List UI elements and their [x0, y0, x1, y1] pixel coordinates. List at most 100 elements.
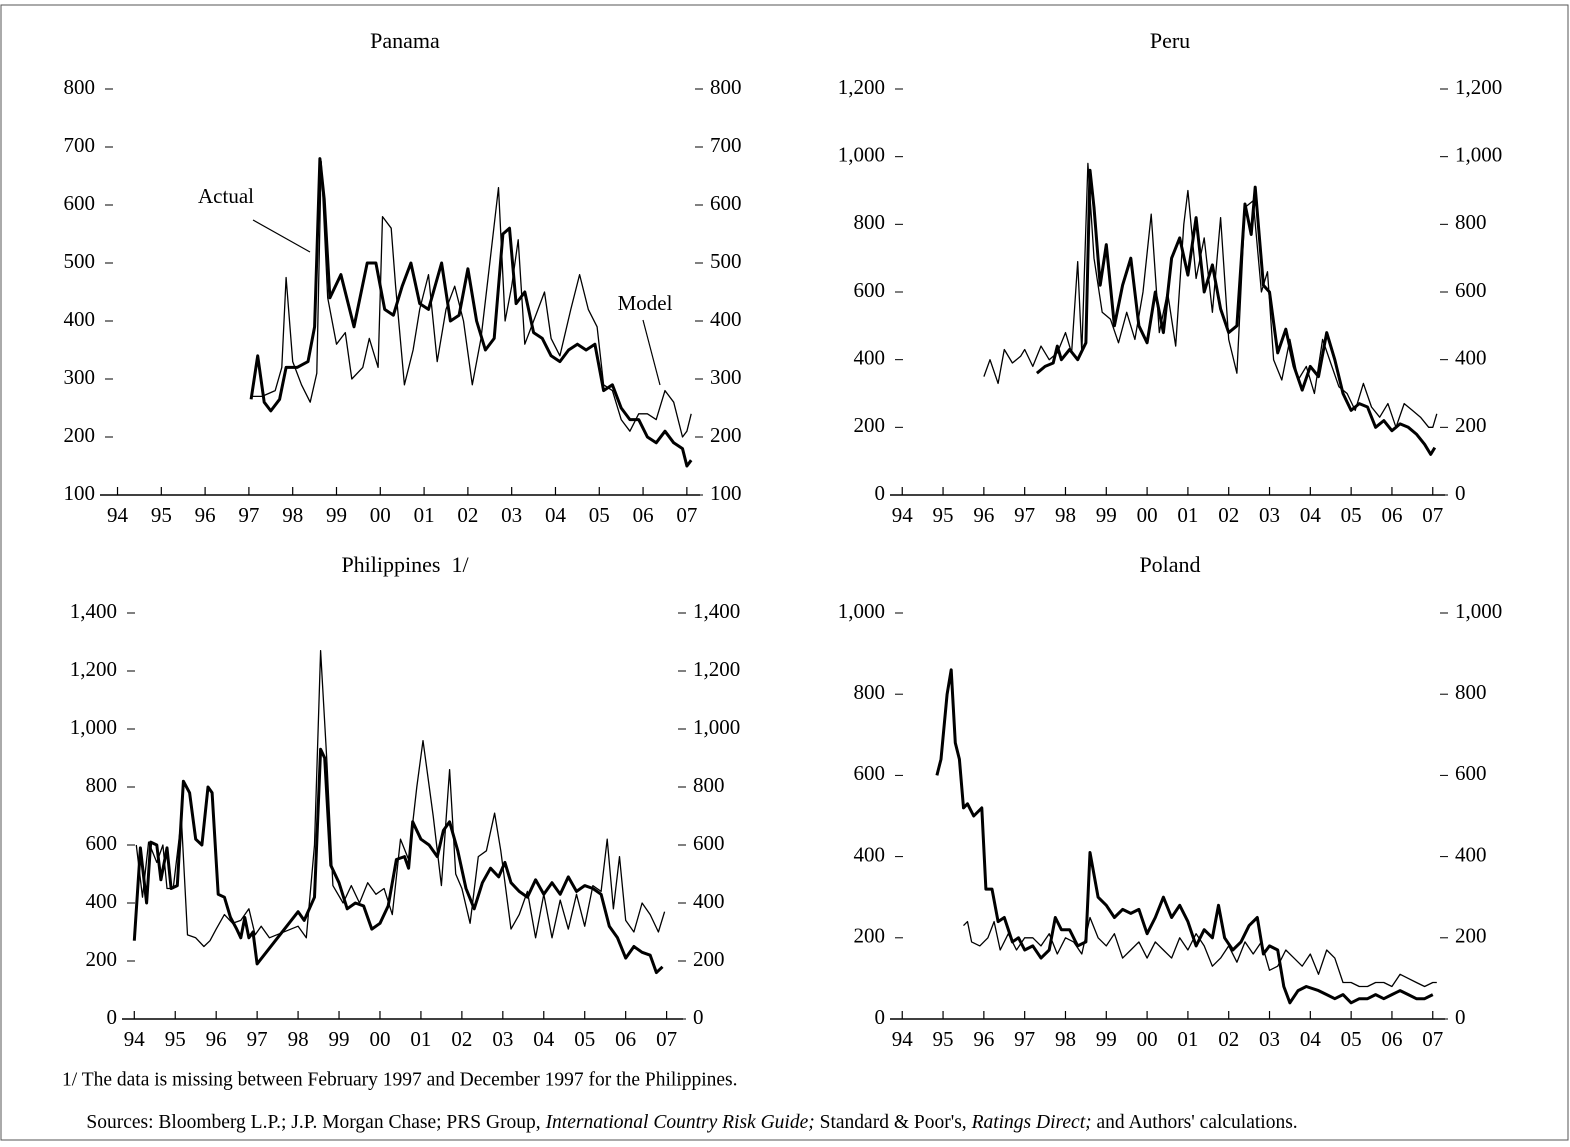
x-tick-label: 04	[1300, 503, 1322, 527]
y2-tick-label: 1,000	[1455, 142, 1502, 166]
x-tick-label: 97	[1014, 503, 1035, 527]
x-tick-label: 01	[414, 503, 435, 527]
x-tick-label: 00	[370, 503, 391, 527]
x-tick-label: 01	[1177, 1027, 1198, 1051]
y2-tick-label: 800	[693, 773, 725, 797]
y-tick-label: 600	[854, 278, 886, 302]
x-tick-label: 00	[1137, 503, 1158, 527]
panel: Panama 94 95 96 97 98 99 00 01 02 03 04 05 06 07 100 200…	[64, 28, 742, 527]
annotation-leader	[252, 219, 311, 253]
sources-text: International Country Risk Guide;	[545, 1112, 815, 1133]
y-tick-label: 200	[64, 423, 96, 447]
sources-text: Ratings Direct;	[971, 1112, 1092, 1133]
y-tick-label: 0	[875, 1005, 886, 1029]
x-tick-label: 02	[457, 503, 478, 527]
y2-tick-label: 300	[710, 365, 742, 389]
x-tick-label: 03	[1259, 503, 1280, 527]
y2-tick-label: 400	[1455, 345, 1487, 369]
x-tick-label: 96	[973, 1027, 994, 1051]
x-tick-label: 96	[206, 1027, 227, 1051]
y-tick-label: 400	[854, 842, 886, 866]
x-tick-label: 07	[1422, 503, 1443, 527]
y2-tick-label: 600	[1455, 761, 1487, 785]
y-tick-label: 800	[854, 680, 886, 704]
y2-tick-label: 500	[710, 249, 742, 273]
x-tick-label: 07	[656, 1027, 677, 1051]
y2-tick-label: 200	[1455, 924, 1487, 948]
x-tick-label: 97	[1014, 1027, 1035, 1051]
x-tick-label: 99	[1096, 503, 1117, 527]
y-tick-label: 0	[875, 481, 886, 505]
x-tick-label: 99	[326, 503, 347, 527]
x-tick-label: 02	[1218, 1027, 1239, 1051]
y-tick-label: 600	[64, 191, 96, 215]
x-tick-label: 95	[151, 503, 172, 527]
y2-tick-label: 800	[1455, 210, 1487, 234]
y2-tick-label: 600	[1455, 278, 1487, 302]
x-tick-label: 00	[1137, 1027, 1158, 1051]
x-tick-label: 01	[410, 1027, 431, 1051]
x-tick-label: 94	[107, 503, 129, 527]
panel: Peru 94 95 96 97 98 99 00 01 02 03 04 05 06 07 0 200 400 6…	[838, 28, 1503, 527]
x-tick-label: 98	[282, 503, 303, 527]
y2-tick-label: 700	[710, 133, 742, 157]
y-tick-label: 1,400	[70, 599, 117, 623]
x-tick-label: 04	[1300, 1027, 1322, 1051]
x-tick-label: 98	[288, 1027, 309, 1051]
series-line	[963, 916, 1437, 988]
panel-title: Peru	[1150, 28, 1190, 53]
annotation-leader	[642, 319, 661, 386]
x-tick-label: 03	[1259, 1027, 1280, 1051]
series-line	[135, 650, 666, 948]
y-tick-label: 200	[86, 947, 118, 971]
x-tick-label: 03	[492, 1027, 513, 1051]
series-line	[132, 747, 664, 975]
x-tick-label: 99	[1096, 1027, 1117, 1051]
y-tick-label: 200	[854, 924, 886, 948]
x-tick-label: 05	[1341, 1027, 1362, 1051]
y-tick-label: 1,200	[70, 657, 117, 681]
annotation: Model	[618, 291, 673, 315]
sources-text: Sources: Bloomberg L.P.; J.P. Morgan Cha…	[86, 1112, 545, 1133]
y2-tick-label: 600	[710, 191, 742, 215]
x-tick-label: 06	[1381, 1027, 1402, 1051]
footnote: 1/ The data is missing between February …	[62, 1069, 738, 1090]
y-tick-label: 600	[854, 761, 886, 785]
panel-title: Panama	[370, 28, 440, 53]
x-tick-label: 97	[238, 503, 259, 527]
panel: Philippines 1/94 95 96 97 98 99 00 01 02 03 04 05 06…	[70, 552, 741, 1051]
x-tick-label: 04	[545, 503, 567, 527]
y-tick-label: 500	[64, 249, 96, 273]
x-tick-label: 96	[973, 503, 994, 527]
y2-tick-label: 1,200	[693, 657, 740, 681]
x-tick-label: 06	[615, 1027, 636, 1051]
x-tick-label: 00	[369, 1027, 390, 1051]
x-tick-label: 99	[329, 1027, 350, 1051]
series-line	[983, 162, 1438, 428]
x-tick-label: 97	[247, 1027, 268, 1051]
y2-tick-label: 1,400	[693, 599, 740, 623]
x-tick-label: 94	[892, 503, 914, 527]
panel-title: Philippines 1/	[341, 552, 469, 577]
y-tick-label: 800	[64, 75, 96, 99]
x-tick-label: 01	[1177, 503, 1198, 527]
y-tick-label: 800	[854, 210, 886, 234]
y2-tick-label: 1,000	[1455, 599, 1502, 623]
y-tick-label: 400	[86, 889, 118, 913]
y2-tick-label: 400	[693, 889, 725, 913]
y2-tick-label: 0	[1455, 1005, 1466, 1029]
y-tick-label: 0	[107, 1005, 118, 1029]
sources-text: Standard & Poor's,	[815, 1112, 972, 1133]
y2-tick-label: 400	[710, 307, 742, 331]
x-tick-label: 07	[676, 503, 697, 527]
x-tick-label: 02	[451, 1027, 472, 1051]
x-tick-label: 05	[1341, 503, 1362, 527]
y2-tick-label: 0	[693, 1005, 704, 1029]
frame	[0, 4, 1569, 1141]
y2-tick-label: 100	[710, 481, 742, 505]
sources: Sources: Bloomberg L.P.; J.P. Morgan Cha…	[62, 1112, 1312, 1133]
y-tick-label: 700	[64, 133, 96, 157]
y-tick-label: 300	[64, 365, 96, 389]
y-tick-label: 100	[64, 481, 96, 505]
